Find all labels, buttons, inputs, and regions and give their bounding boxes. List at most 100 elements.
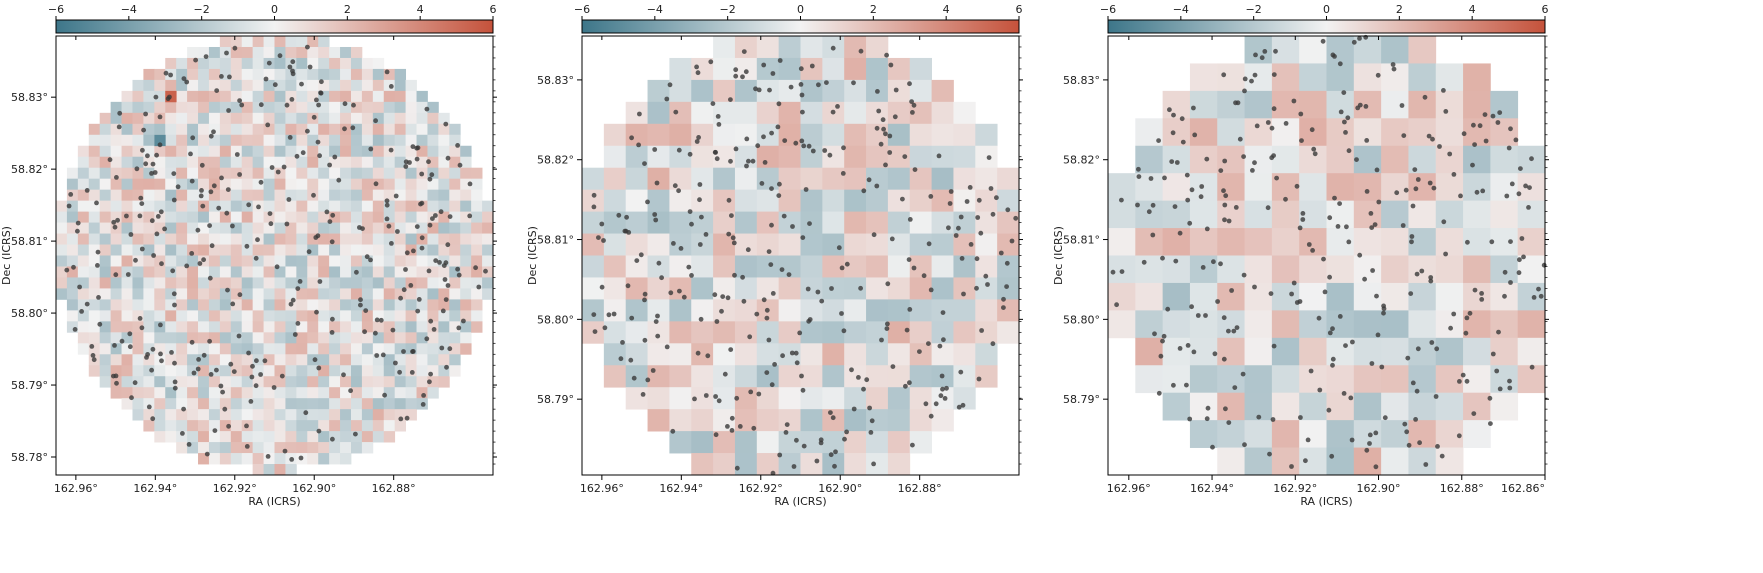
heatmap-cell [647, 79, 670, 103]
source-point [1262, 49, 1268, 54]
heatmap-cell [208, 101, 221, 114]
heatmap-cell [822, 167, 845, 191]
colorbar-tick-label: −4 [647, 3, 663, 16]
source-point [807, 221, 812, 227]
heatmap-cell [296, 36, 308, 48]
source-point [810, 148, 816, 154]
colorbar-tick-label: 0 [797, 3, 804, 16]
heatmap-cell [329, 332, 341, 344]
heatmap-cell [121, 266, 133, 278]
heatmap-cell [99, 343, 112, 355]
heatmap-cell [296, 376, 308, 388]
heatmap-cell [713, 409, 736, 432]
source-point [1156, 138, 1161, 144]
heatmap-cell [154, 178, 166, 191]
source-point [879, 337, 884, 343]
source-point [1412, 167, 1418, 173]
heatmap-cell [99, 211, 112, 223]
heatmap-cell [263, 156, 275, 169]
heatmap-cell [887, 145, 911, 169]
heatmap-cell [187, 112, 199, 125]
heatmap-cell [154, 156, 166, 169]
source-point [1141, 259, 1147, 265]
source-point [114, 175, 119, 180]
source-point [250, 363, 255, 369]
heatmap-cell [844, 431, 867, 454]
source-point [1332, 195, 1337, 201]
heatmap-cell [208, 387, 221, 399]
heatmap-cell [340, 79, 352, 92]
source-point [1009, 238, 1015, 244]
heatmap-cell [800, 321, 823, 344]
heatmap-cell [132, 134, 144, 147]
heatmap-cell [647, 101, 670, 125]
heatmap-cell [329, 321, 341, 333]
heatmap-cell [99, 233, 112, 245]
heatmap-cell [1517, 337, 1546, 366]
heatmap-cell [1189, 228, 1218, 256]
source-point [689, 221, 694, 227]
heatmap-cell [416, 112, 428, 125]
heatmap-cell [669, 277, 692, 300]
source-point [401, 349, 406, 354]
source-point [262, 358, 268, 364]
heatmap-cell [372, 332, 385, 344]
source-point [1363, 104, 1369, 109]
heatmap-cell [1244, 447, 1273, 476]
heatmap-cell [154, 68, 166, 81]
heatmap-cell [844, 36, 867, 59]
heatmap-cell [318, 332, 330, 344]
source-point [169, 350, 174, 355]
source-point [818, 440, 824, 446]
heatmap-cell [198, 442, 210, 454]
heatmap-cell [350, 46, 363, 59]
source-point [640, 392, 646, 397]
heatmap-cell [1435, 118, 1464, 147]
source-point [224, 210, 230, 216]
heatmap-cell [219, 266, 232, 278]
heatmap-cell [713, 57, 736, 81]
source-point [764, 370, 770, 375]
source-point [1265, 205, 1271, 211]
heatmap-cell [361, 387, 374, 399]
source-point [305, 128, 310, 134]
heatmap-cell [866, 167, 889, 191]
source-point [421, 393, 426, 398]
source-point [655, 333, 661, 339]
source-point [1343, 343, 1348, 348]
heatmap-cell [482, 211, 494, 223]
heatmap-cell [1490, 200, 1519, 229]
heatmap-cell [603, 277, 627, 300]
source-point [1150, 202, 1156, 208]
heatmap-cell [176, 123, 188, 136]
heatmap-cell [88, 178, 101, 191]
heatmap-cell [756, 36, 780, 59]
source-point [248, 399, 254, 404]
source-point [79, 309, 84, 314]
y-axis-label: Dec (ICRS) [526, 226, 539, 285]
heatmap-cell [394, 387, 407, 399]
heatmap-cell [405, 288, 417, 300]
heatmap-cell [460, 255, 472, 267]
heatmap-cell [460, 233, 472, 245]
source-point [883, 162, 888, 168]
heatmap-cell [56, 277, 68, 289]
heatmap-cell [252, 310, 264, 322]
source-point [163, 70, 169, 76]
y-tick-label: 58.83° [1063, 74, 1100, 87]
heatmap-cell [394, 398, 407, 410]
source-point [299, 81, 304, 87]
heatmap-cell [822, 57, 845, 81]
heatmap-cell [318, 244, 330, 256]
heatmap-cell [756, 233, 780, 256]
heatmap-cell [263, 46, 275, 59]
heatmap-cell [307, 200, 319, 213]
heatmap-cell [285, 36, 297, 48]
heatmap-cell [99, 244, 112, 256]
source-point [1406, 442, 1412, 448]
source-point [89, 344, 95, 349]
heatmap-cell [143, 255, 155, 267]
heatmap-cell [394, 167, 407, 180]
heatmap-cell [931, 409, 954, 432]
source-point [936, 153, 942, 159]
